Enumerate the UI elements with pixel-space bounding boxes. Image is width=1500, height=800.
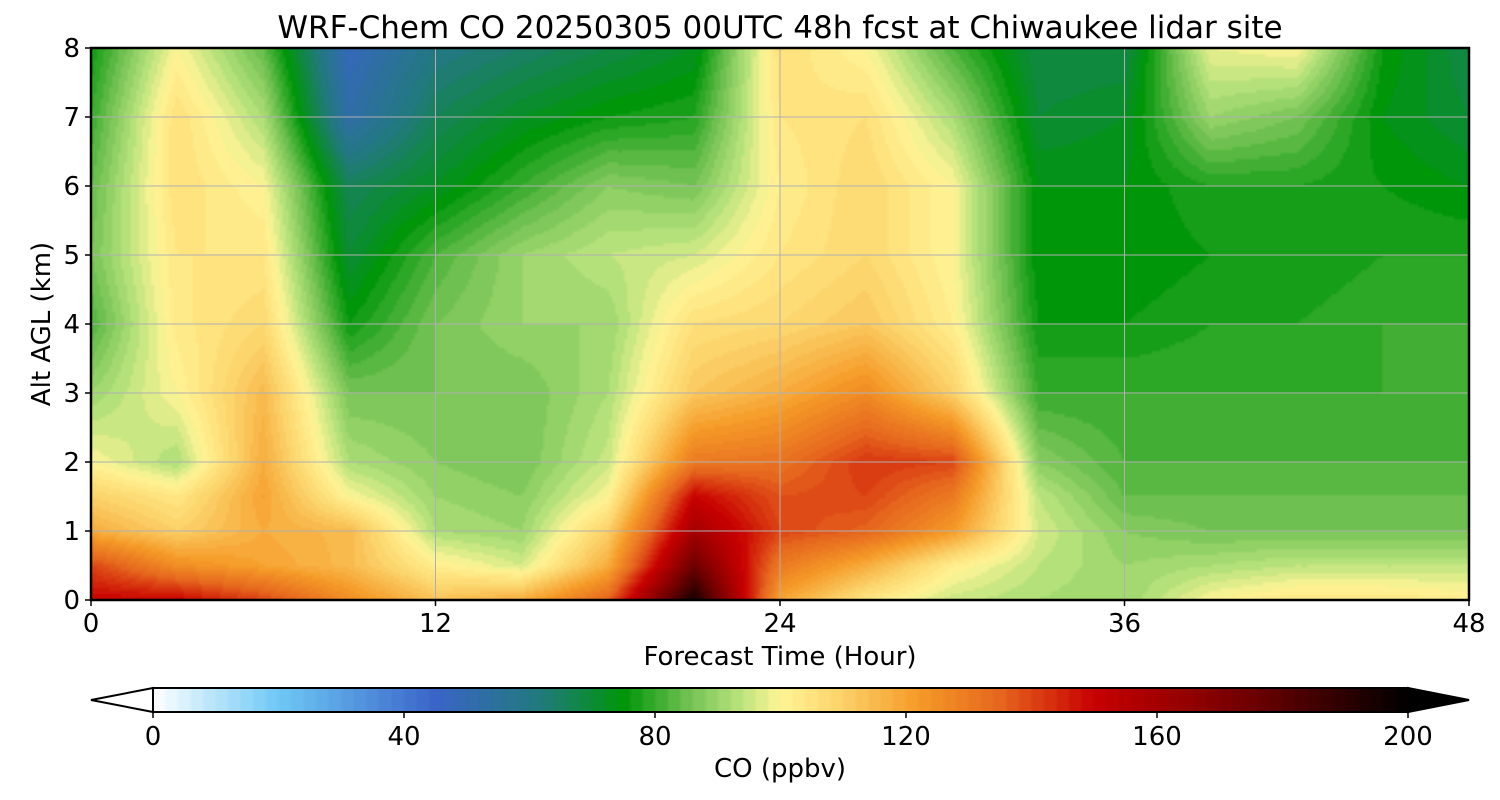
colorbar-label: CO (ppbv) — [714, 754, 846, 784]
y-tick-label: 5 — [63, 241, 80, 271]
y-tick-label: 0 — [63, 586, 80, 616]
y-tick-label: 7 — [63, 103, 80, 133]
colorbar-tick-label: 80 — [638, 722, 671, 752]
colorbar-tick-label: 160 — [1132, 722, 1182, 752]
x-tick-label: 0 — [83, 609, 100, 639]
colorbar-tick-label: 120 — [881, 722, 931, 752]
x-tick-label: 48 — [1452, 609, 1485, 639]
y-tick-label: 1 — [63, 517, 80, 547]
x-axis-label: Forecast Time (Hour) — [643, 642, 916, 672]
colorbar-tick-label: 40 — [387, 722, 420, 752]
colorbar-tick-label: 0 — [145, 722, 162, 752]
colorbar-ticks: 0 40 80 120 160 200 — [145, 712, 1433, 752]
colorbar-over-extension — [1407, 686, 1470, 714]
y-tick-label: 8 — [63, 34, 80, 64]
x-tick-label: 24 — [763, 609, 796, 639]
colorbar-under-extension — [90, 686, 154, 714]
chart-title: WRF-Chem CO 20250305 00UTC 48h fcst at C… — [277, 10, 1282, 46]
colorbar: 0 40 80 120 160 200 CO (ppbv) — [90, 686, 1470, 784]
colorbar-gradient — [153, 688, 1408, 712]
y-tick-label: 6 — [63, 172, 80, 202]
y-tick-label: 3 — [63, 379, 80, 409]
colorbar-tick-label: 200 — [1383, 722, 1433, 752]
x-tick-label: 36 — [1108, 609, 1141, 639]
colorbar-frame — [152, 687, 1409, 713]
y-tick-label: 2 — [63, 448, 80, 478]
y-axis-label: Alt AGL (km) — [27, 242, 57, 406]
x-tick-label: 12 — [419, 609, 452, 639]
y-tick-label: 4 — [63, 310, 80, 340]
grid-lines — [91, 48, 1469, 600]
plot-area — [89, 46, 1471, 602]
x-axis: 0 12 24 36 48 — [83, 600, 1486, 639]
y-axis: 0 1 2 3 4 5 6 7 8 — [63, 34, 91, 616]
